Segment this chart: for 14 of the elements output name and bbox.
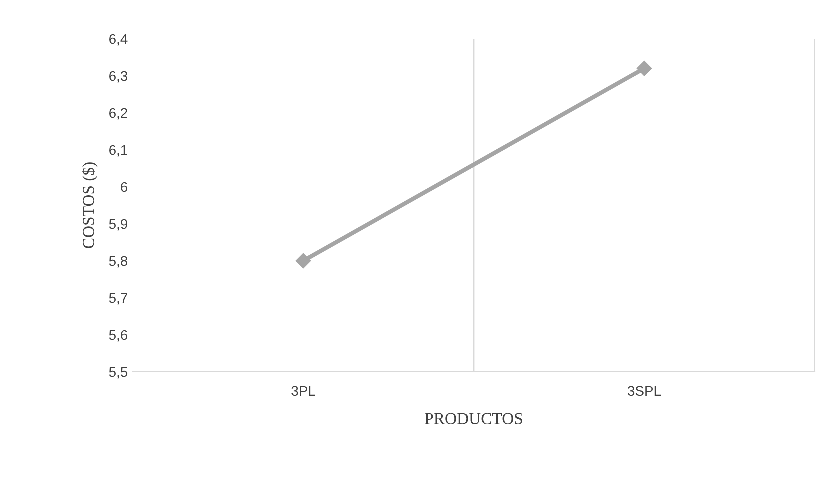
y-tick-label: 6 — [121, 182, 128, 192]
y-tick-label: 6,1 — [110, 145, 128, 157]
x-tick-label: 3PL — [292, 386, 316, 396]
y-tick-label: 6,2 — [110, 108, 128, 120]
y-tick-label: 6,3 — [110, 71, 128, 83]
y-tick-label: 5,5 — [109, 367, 128, 379]
y-tick-label: 5,8 — [109, 256, 128, 268]
x-tick-label: 3SPL — [628, 386, 662, 396]
x-axis-title: PRODUCTOS — [425, 413, 522, 424]
y-tick-label: 5,6 — [109, 330, 128, 342]
y-tick-label: 5,9 — [109, 219, 128, 231]
y-tick-label: 6,4 — [110, 34, 128, 46]
y-axis-title: COSTOS ($) — [82, 162, 98, 248]
y-tick-label: 5,7 — [109, 293, 128, 305]
